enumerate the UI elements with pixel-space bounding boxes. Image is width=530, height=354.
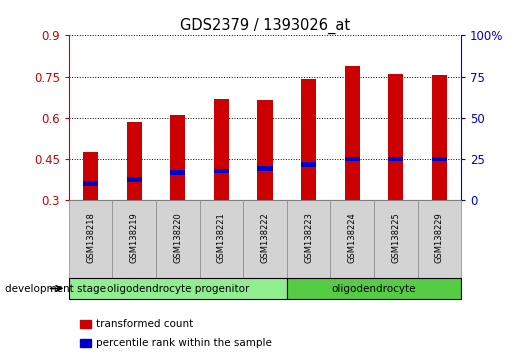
Bar <box>243 200 287 278</box>
Title: GDS2379 / 1393026_at: GDS2379 / 1393026_at <box>180 18 350 34</box>
Text: GSM138220: GSM138220 <box>173 212 182 263</box>
Text: percentile rank within the sample: percentile rank within the sample <box>96 338 272 348</box>
Bar <box>156 200 200 278</box>
Bar <box>127 177 142 182</box>
Bar <box>301 162 316 166</box>
Bar <box>330 200 374 278</box>
Bar <box>69 200 112 278</box>
Text: GSM138223: GSM138223 <box>304 212 313 263</box>
Bar <box>127 122 142 200</box>
Bar <box>344 157 360 161</box>
Bar <box>344 65 360 200</box>
Bar <box>432 157 447 161</box>
Bar <box>388 157 403 161</box>
Text: GSM138221: GSM138221 <box>217 212 226 263</box>
Text: GSM138218: GSM138218 <box>86 212 95 263</box>
Text: GSM138219: GSM138219 <box>130 212 139 263</box>
Text: GSM138222: GSM138222 <box>261 212 269 263</box>
Bar <box>374 200 418 278</box>
Bar <box>432 75 447 200</box>
Bar <box>214 98 229 200</box>
Text: GSM138225: GSM138225 <box>391 212 400 263</box>
Text: oligodendrocyte: oligodendrocyte <box>332 284 416 293</box>
Bar <box>83 181 99 186</box>
Bar <box>287 200 330 278</box>
Text: transformed count: transformed count <box>96 319 193 329</box>
Bar <box>214 169 229 173</box>
Bar <box>69 278 287 299</box>
Bar <box>301 79 316 200</box>
Bar <box>258 166 272 171</box>
Bar <box>170 115 185 200</box>
Bar <box>83 152 99 200</box>
Bar <box>258 100 272 200</box>
Bar <box>418 200 461 278</box>
Bar <box>112 200 156 278</box>
Text: GSM138224: GSM138224 <box>348 212 357 263</box>
Bar <box>388 74 403 200</box>
Bar <box>287 278 461 299</box>
Text: oligodendrocyte progenitor: oligodendrocyte progenitor <box>107 284 249 293</box>
Text: development stage: development stage <box>5 284 107 293</box>
Text: GSM138229: GSM138229 <box>435 212 444 263</box>
Bar <box>170 170 185 175</box>
Bar <box>200 200 243 278</box>
